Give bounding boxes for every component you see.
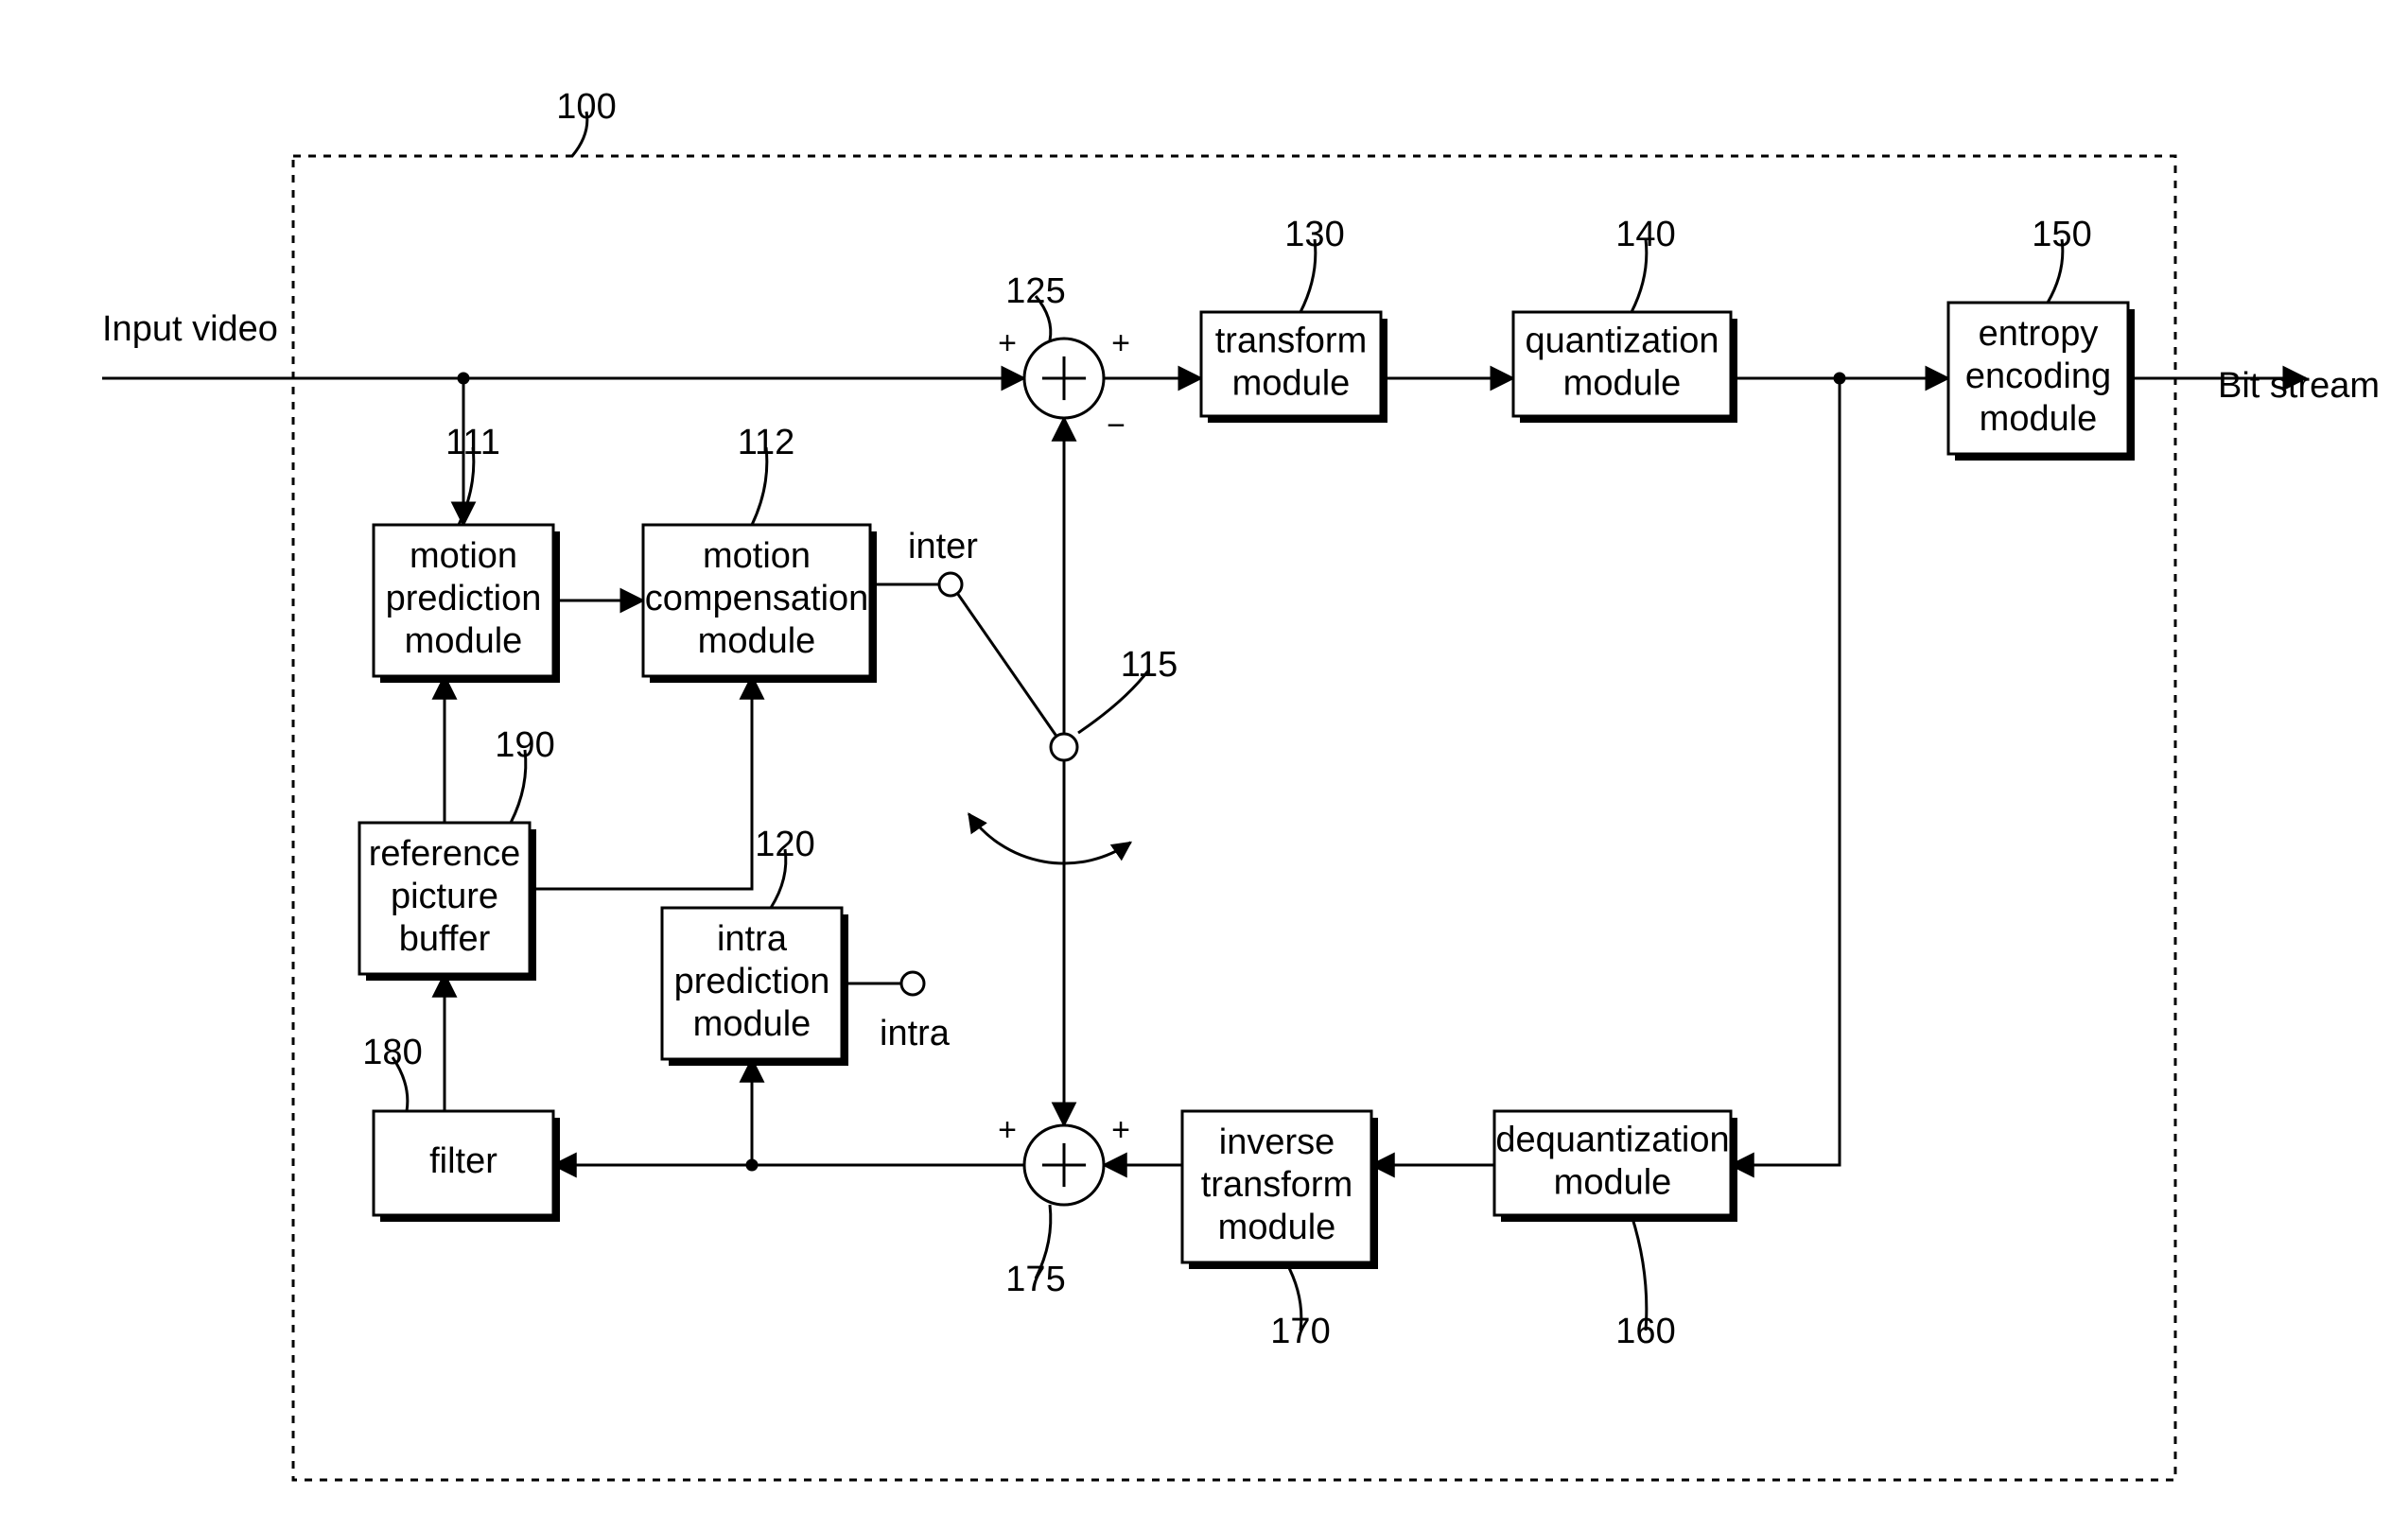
motion_comp-label: compensation <box>645 579 869 618</box>
inv_trans-label: module <box>1218 1208 1336 1247</box>
input-label: Input video <box>102 309 278 349</box>
switch-inter-label: inter <box>908 527 978 566</box>
junction-dot <box>458 373 469 384</box>
dequant-label: dequantization <box>1495 1121 1729 1160</box>
motion_pred-label: prediction <box>386 579 542 618</box>
entropy-label: entropy <box>1979 314 2099 354</box>
motion_pred-ref: 111 <box>445 423 500 462</box>
ref_buf-ref: 190 <box>495 725 554 765</box>
sum-125-sign: + <box>1111 325 1130 361</box>
sum-125-sign: − <box>1107 408 1125 444</box>
sum-175-sign: + <box>1111 1112 1130 1148</box>
edge-qtap-dq <box>1731 378 1840 1165</box>
transform-label: module <box>1232 363 1351 403</box>
filter-ref: 180 <box>362 1033 422 1072</box>
ref_buf-label: reference <box>369 834 521 874</box>
switch-arc <box>968 814 1130 863</box>
sum-175-sign: + <box>998 1112 1017 1148</box>
junction-dot <box>1834 373 1845 384</box>
switch-intra-terminal <box>901 972 924 995</box>
intra_pred-label: prediction <box>674 962 830 1001</box>
intra_pred-ref: 120 <box>755 825 814 864</box>
sum-125-ref: 125 <box>1005 271 1065 311</box>
switch-intra-label: intra <box>880 1014 951 1053</box>
ref_buf-label: picture <box>391 877 498 916</box>
intra_pred-label: intra <box>717 919 788 959</box>
switch-pivot <box>1051 734 1077 760</box>
switch-ref: 115 <box>1121 645 1178 685</box>
filter-label: filter <box>429 1141 497 1181</box>
motion_comp-label: module <box>698 621 816 661</box>
intra_pred-label: module <box>693 1004 811 1044</box>
dequant-ref: 160 <box>1615 1312 1675 1351</box>
transform-label: transform <box>1215 322 1367 361</box>
motion_pred-label: module <box>405 621 523 661</box>
motion_comp-label: motion <box>703 536 811 576</box>
output-label: Bit stream <box>2218 366 2380 406</box>
motion_pred-label: motion <box>410 536 517 576</box>
entropy-label: encoding <box>1965 357 2111 396</box>
dequant-label: module <box>1554 1162 1672 1202</box>
quant-ref: 140 <box>1615 215 1675 254</box>
ref_buf-label: buffer <box>399 919 491 959</box>
entropy-label: module <box>1980 399 2098 439</box>
inv_trans-label: inverse <box>1219 1122 1335 1162</box>
quant-label: module <box>1563 363 1682 403</box>
junction-dot <box>746 1159 758 1171</box>
motion_comp-ref: 112 <box>738 423 795 462</box>
switch-arm <box>957 593 1064 747</box>
sum-175-ref: 175 <box>1005 1260 1065 1299</box>
quant-label: quantization <box>1526 322 1719 361</box>
edge-rb-mc <box>530 676 752 889</box>
sum-125-sign: + <box>998 325 1017 361</box>
inv_trans-label: transform <box>1201 1165 1352 1205</box>
inv_trans-ref: 170 <box>1270 1312 1330 1351</box>
entropy-ref: 150 <box>2032 215 2091 254</box>
switch-inter-terminal <box>939 573 962 596</box>
transform-ref: 130 <box>1284 215 1344 254</box>
